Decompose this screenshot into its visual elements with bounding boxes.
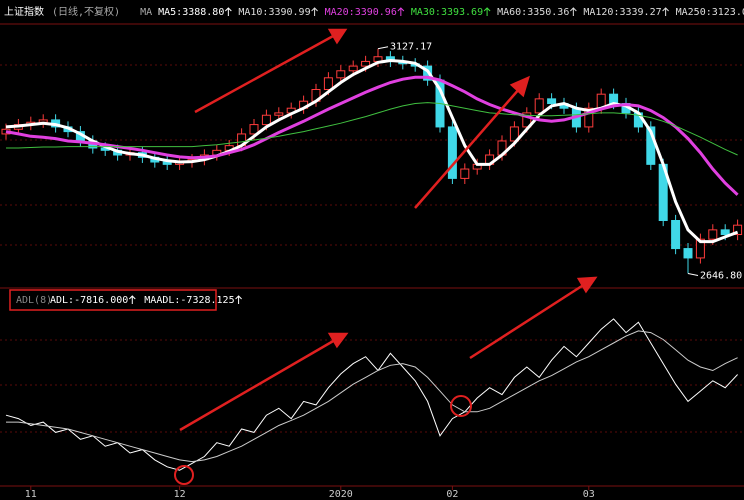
candle-body [348, 65, 358, 72]
candle-body [447, 126, 457, 179]
candle-body [695, 238, 705, 259]
arrow [179, 338, 336, 432]
candle-body [336, 70, 346, 79]
candle-body [671, 220, 681, 250]
series-line [5, 318, 738, 471]
arrow-head [327, 332, 349, 349]
legend-entry: ADL:-7816.000 [50, 295, 128, 306]
series-line [5, 58, 739, 244]
series-line [5, 75, 739, 196]
arrow-icon [128, 295, 136, 304]
annotation-leader [687, 272, 699, 276]
legend-entry: MA30:3393.69 [411, 7, 483, 18]
arrow-icon [662, 7, 669, 16]
arrow [469, 282, 586, 360]
chart-title: ADL(8) [16, 295, 52, 306]
arrow-head [327, 28, 348, 45]
legend-entry: MA10:3390.99 [238, 7, 310, 18]
candle-body [534, 98, 544, 114]
arrow-icon [311, 7, 318, 16]
x-tick-label: 11 [25, 489, 37, 500]
low-label: 2646.80 [700, 270, 742, 281]
legend-entry: MA250:3123.07 [676, 7, 744, 18]
circle-marker [450, 395, 472, 417]
arrow-head [509, 75, 530, 98]
legend-entry: MA5:3388.80 [158, 7, 224, 18]
x-tick-label: 03 [583, 489, 595, 500]
legend-entry: MA60:3350.36 [497, 7, 569, 18]
x-tick-label: 12 [174, 489, 186, 500]
arrow [194, 33, 336, 114]
arrow [414, 87, 521, 209]
annotations [174, 28, 598, 485]
arrow-icon [397, 7, 405, 16]
price-pane: 上证指数 (日线,不复权) MA MA5:3388.80 MA10:3390.99 MA2… [1, 5, 744, 281]
arrow-icon [224, 7, 232, 16]
candle-body [261, 114, 271, 126]
candle-body [522, 112, 532, 128]
circle-marker [174, 465, 194, 485]
candle-body [584, 107, 594, 128]
chart-subtitle: (日线,不复权) [52, 5, 120, 18]
legend-prefix: MA [140, 7, 152, 18]
candle-body [708, 229, 718, 240]
candle-body [274, 112, 284, 116]
candle-body [509, 126, 519, 142]
legend-entry: MA20:3390.96 [325, 7, 397, 18]
highlight-box [9, 289, 217, 311]
candle-body [249, 124, 259, 135]
high-label: 3127.17 [390, 42, 432, 53]
candle-body [547, 98, 557, 105]
candle-body [683, 248, 693, 259]
x-tick-label: 02 [446, 489, 458, 500]
arrow-icon [483, 7, 491, 16]
candle-body [361, 60, 371, 67]
arrow-icon [569, 7, 577, 16]
annotation-leader [377, 46, 389, 50]
legend-entry: MA120:3339.27 [583, 7, 661, 18]
chart-title: 上证指数 [4, 5, 44, 18]
candle-body [460, 168, 470, 179]
x-tick-label: 2020 [329, 489, 353, 500]
candle-body [323, 77, 333, 91]
arrow-head [576, 276, 598, 294]
series-line [6, 102, 738, 156]
adl-pane: ADL(8)ADL:-7816.000 MAADL:-7328.125 11 12 20… [5, 295, 738, 500]
legend-entry: MAADL:-7328.125 [144, 295, 234, 306]
candle-body [733, 224, 743, 236]
series-line [6, 330, 738, 463]
candle-body [720, 229, 730, 236]
arrow-icon [235, 295, 242, 304]
